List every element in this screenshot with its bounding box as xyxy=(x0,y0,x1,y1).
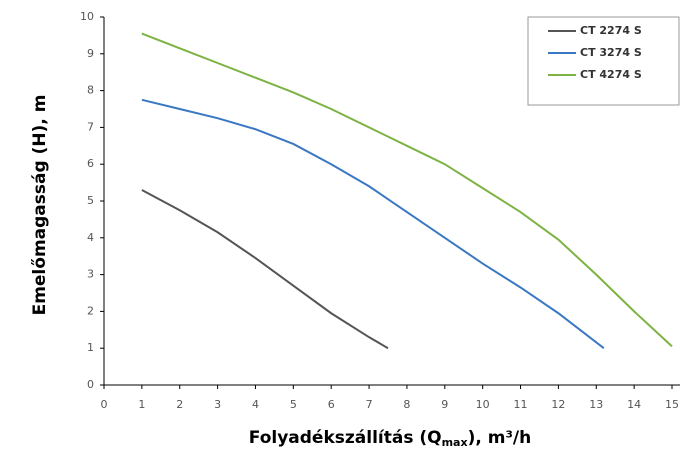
x-tick-label: 13 xyxy=(589,398,603,411)
x-axis-title-part: Folyadékszállítás (Q xyxy=(249,428,442,448)
x-tick-label: 8 xyxy=(403,398,410,411)
legend-label: CT 2274 S xyxy=(580,24,642,37)
x-tick-label: 14 xyxy=(627,398,641,411)
legend-label: CT 3274 S xyxy=(580,46,642,59)
x-tick-label: 3 xyxy=(214,398,221,411)
x-tick-label: 1 xyxy=(138,398,145,411)
y-tick-label: 1 xyxy=(87,341,94,354)
y-tick-label: 9 xyxy=(87,47,94,60)
x-tick-label: 15 xyxy=(665,398,679,411)
series-line xyxy=(141,32,673,348)
y-tick-label: 2 xyxy=(87,304,94,317)
y-tick-label: 0 xyxy=(87,378,94,391)
x-tick-label: 5 xyxy=(290,398,297,411)
y-tick-label: 3 xyxy=(87,268,94,281)
x-axis-title-part: ), m³/h xyxy=(468,428,532,448)
series-line xyxy=(141,98,605,349)
x-tick-label: 2 xyxy=(176,398,183,411)
y-tick-label: 4 xyxy=(87,231,94,244)
x-tick-label: 12 xyxy=(551,398,565,411)
x-tick-label: 4 xyxy=(252,398,259,411)
y-tick-label: 10 xyxy=(80,10,94,23)
x-tick-label: 0 xyxy=(101,398,108,411)
x-tick-label: 6 xyxy=(328,398,335,411)
y-axis-title: Emelőmagasság (H), m xyxy=(30,95,50,316)
series-line xyxy=(141,189,389,350)
x-tick-label: 9 xyxy=(441,398,448,411)
y-tick-label: 7 xyxy=(87,120,94,133)
x-tick-label: 10 xyxy=(476,398,490,411)
y-tick-label: 5 xyxy=(87,194,94,207)
y-tick-label: 6 xyxy=(87,157,94,170)
y-tick-label: 8 xyxy=(87,84,94,97)
x-tick-label: 11 xyxy=(514,398,528,411)
x-axis-title-subscript: max xyxy=(442,436,468,449)
x-tick-label: 7 xyxy=(366,398,373,411)
legend-label: CT 4274 S xyxy=(580,68,642,81)
x-axis-title: Folyadékszállítás (Qmax), m³/h xyxy=(249,428,531,449)
